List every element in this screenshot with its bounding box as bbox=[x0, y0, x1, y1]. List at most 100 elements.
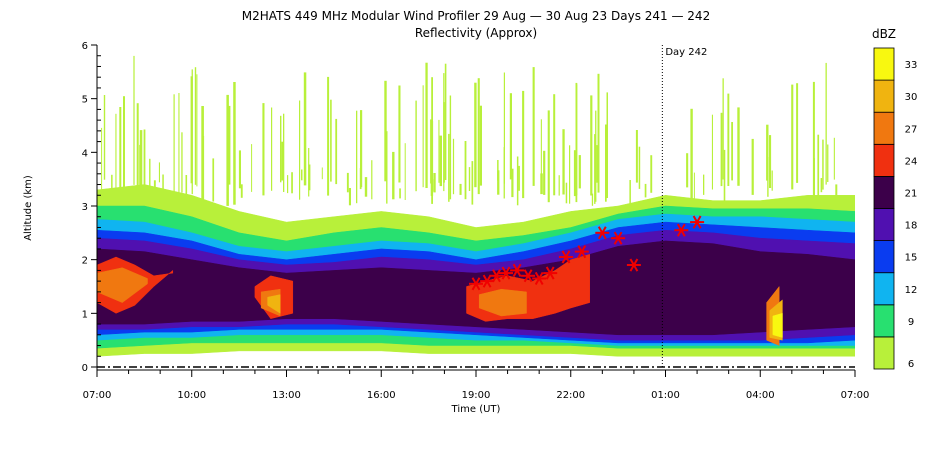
clutter-streak bbox=[299, 100, 301, 200]
clutter-streak bbox=[185, 175, 188, 198]
clutter-streak bbox=[111, 174, 113, 200]
clutter-streak bbox=[101, 127, 103, 193]
clutter-streak bbox=[348, 188, 351, 206]
clutter-streak bbox=[540, 119, 542, 189]
clutter-streak bbox=[153, 180, 156, 202]
clutter-streak bbox=[364, 177, 368, 197]
clutter-streak bbox=[573, 150, 577, 197]
clutter-streak bbox=[766, 124, 769, 181]
colorbar-swatch bbox=[873, 304, 895, 338]
x-tick-label: 01:00 bbox=[651, 390, 680, 401]
marker-stroke bbox=[501, 266, 511, 280]
clutter-streak bbox=[415, 100, 417, 192]
clutter-streak bbox=[321, 167, 323, 180]
y-tick-label: 1 bbox=[82, 309, 88, 320]
clutter-streak bbox=[404, 143, 406, 200]
marker-asterisk bbox=[532, 271, 547, 286]
marker-asterisk bbox=[543, 266, 558, 280]
colorbar: dBZ 6 9 12 15 18 21 24 27 30 33 bbox=[872, 27, 917, 370]
colorbar-swatch bbox=[873, 336, 895, 370]
clutter-streak bbox=[565, 182, 568, 204]
marker-stroke bbox=[523, 269, 533, 283]
clutter-streak bbox=[727, 93, 730, 186]
x-tick-label: 10:00 bbox=[177, 390, 206, 401]
marker-asterisk bbox=[626, 258, 641, 272]
colorbar-swatch bbox=[873, 79, 895, 113]
clutter-streak bbox=[271, 107, 273, 191]
marker-stroke bbox=[561, 250, 571, 264]
clutter-streak bbox=[606, 92, 608, 198]
clutter-streak bbox=[335, 118, 338, 185]
clutter-streak bbox=[690, 108, 693, 199]
clutter-streak bbox=[399, 188, 401, 199]
chart-subtitle: Reflectivity (Approx) bbox=[415, 26, 537, 40]
clutter-streak bbox=[547, 110, 550, 203]
clutter-streak bbox=[825, 62, 827, 185]
marker-asterisk bbox=[510, 263, 525, 277]
clutter-streak bbox=[449, 95, 452, 200]
y-tick-label: 5 bbox=[82, 95, 88, 106]
reflectivity-band-27-dbz bbox=[97, 267, 148, 303]
clutter-streak bbox=[558, 175, 560, 196]
y-tick-label: 4 bbox=[82, 148, 88, 159]
marker-stroke bbox=[692, 215, 702, 229]
reflectivity-band-30-dbz bbox=[267, 294, 281, 314]
clutter-streak bbox=[123, 96, 125, 191]
clutter-streak bbox=[425, 62, 428, 189]
colorbar-swatch bbox=[873, 240, 895, 274]
clutter-streak bbox=[595, 110, 597, 202]
clutter-streak bbox=[693, 172, 695, 203]
clutter-streak bbox=[233, 82, 236, 205]
clutter-streak bbox=[433, 179, 436, 192]
clutter-streak bbox=[817, 134, 820, 198]
clutter-streak bbox=[474, 82, 477, 188]
clutter-streak bbox=[703, 174, 705, 195]
marker-layer bbox=[469, 215, 705, 291]
clutter-streak bbox=[136, 103, 139, 195]
marker-stroke bbox=[676, 223, 686, 237]
clutter-streak bbox=[196, 74, 198, 187]
x-tick-label: 13:00 bbox=[272, 390, 301, 401]
clutter-streak bbox=[722, 78, 724, 180]
x-tick-label: 16:00 bbox=[367, 390, 396, 401]
marker-asterisk bbox=[469, 277, 483, 291]
clutter-streak bbox=[723, 149, 726, 202]
clutter-streak bbox=[720, 112, 723, 187]
clutter-streak bbox=[443, 73, 445, 192]
y-axis: 0 1 2 3 4 5 6 bbox=[82, 41, 101, 374]
colorbar-swatch bbox=[873, 272, 895, 306]
marker-asterisk bbox=[499, 266, 513, 280]
clutter-streak bbox=[398, 85, 401, 183]
clutter-streak bbox=[452, 138, 455, 195]
colorbar-swatches bbox=[873, 47, 895, 370]
clutter-streak bbox=[509, 93, 512, 180]
clutter-streak bbox=[835, 184, 838, 206]
clutter-streak bbox=[438, 119, 440, 183]
clutter-streak bbox=[103, 95, 106, 180]
x-axis: 07:00 10:00 13:00 16:00 19:00 22:00 01:00 04:00… bbox=[83, 370, 869, 401]
clutter-streak bbox=[522, 90, 525, 199]
clutter-streak bbox=[173, 94, 175, 201]
clutter-streak bbox=[650, 155, 653, 193]
clutter-streak bbox=[139, 144, 142, 197]
clutter-streak bbox=[590, 95, 593, 196]
clutter-streak bbox=[115, 113, 117, 198]
x-tick-label: 19:00 bbox=[462, 390, 491, 401]
y-axis-label: Altitude (km) bbox=[23, 175, 34, 241]
clutter-streak bbox=[422, 85, 424, 188]
clutter-streak bbox=[569, 145, 571, 204]
marker-asterisk bbox=[559, 250, 573, 264]
colorbar-tick-label: 33 bbox=[905, 60, 918, 71]
clutter-streak bbox=[287, 175, 289, 194]
marker-stroke bbox=[613, 231, 623, 245]
clutter-streak bbox=[149, 158, 151, 197]
marker-asterisk bbox=[674, 223, 689, 237]
clutter-streak bbox=[591, 193, 594, 206]
day-marker-label: Day 242 bbox=[665, 47, 707, 58]
x-tick-label: 22:00 bbox=[556, 390, 585, 401]
clutter-streak bbox=[686, 153, 689, 188]
colorbar-tick-label: 15 bbox=[905, 253, 918, 264]
colorbar-tick-label: 21 bbox=[905, 189, 918, 200]
clutter-streak bbox=[308, 164, 311, 191]
